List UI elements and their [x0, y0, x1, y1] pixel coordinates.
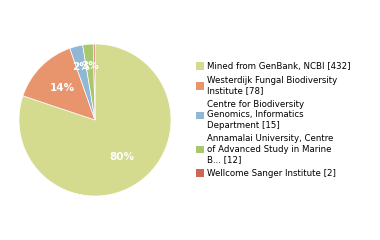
- Text: 80%: 80%: [109, 152, 134, 162]
- Text: 3%: 3%: [81, 60, 99, 71]
- Wedge shape: [83, 44, 95, 120]
- Wedge shape: [23, 48, 95, 120]
- Wedge shape: [70, 45, 95, 120]
- Text: 2%: 2%: [73, 62, 90, 72]
- Text: 14%: 14%: [50, 83, 75, 93]
- Wedge shape: [19, 44, 171, 196]
- Wedge shape: [93, 44, 95, 120]
- Legend: Mined from GenBank, NCBI [432], Westerdijk Fungal Biodiversity
Institute [78], C: Mined from GenBank, NCBI [432], Westerdi…: [194, 60, 352, 180]
